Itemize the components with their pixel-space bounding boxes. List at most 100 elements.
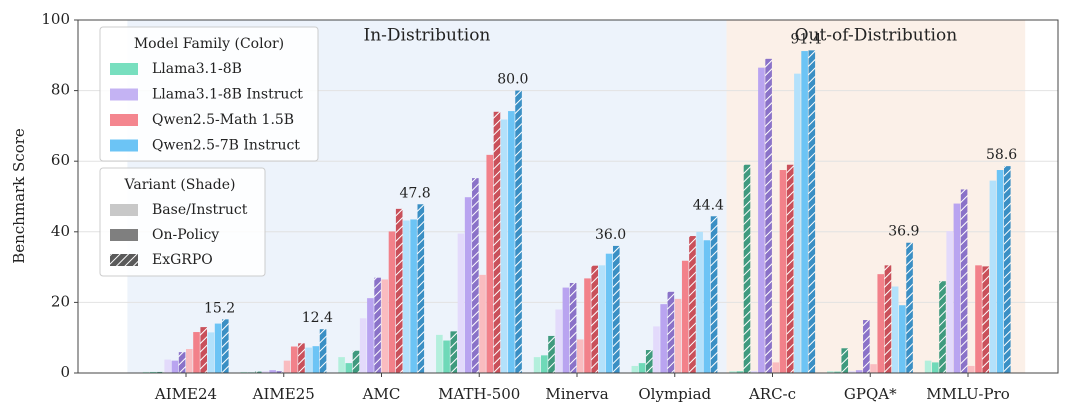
y-tick-label: 0 (60, 363, 70, 381)
bar (508, 111, 515, 373)
bar (150, 371, 157, 373)
value-label: 58.6 (986, 147, 1017, 163)
bar (801, 51, 808, 374)
bar (939, 281, 946, 373)
value-label: 80.0 (497, 72, 528, 88)
bar-layer (142, 50, 1011, 374)
bar (884, 265, 892, 373)
bar (464, 197, 472, 373)
legend-swatch (110, 204, 138, 216)
legend-label: Base/Instruct (152, 202, 248, 218)
bar (779, 170, 787, 373)
bar (772, 362, 780, 373)
value-label: 44.4 (693, 197, 724, 213)
bar (877, 274, 885, 373)
bar (367, 298, 374, 373)
legend-swatch (110, 254, 138, 266)
value-label: 91.4 (791, 31, 822, 47)
legend-label: Llama3.1-8B (152, 61, 242, 77)
y-tick-label: 40 (51, 222, 70, 240)
bar (743, 164, 751, 373)
bar (924, 360, 932, 373)
bar (207, 332, 215, 373)
bar (338, 357, 345, 373)
bar (359, 318, 367, 373)
bar (729, 371, 736, 373)
bar (996, 170, 1004, 373)
bar (591, 265, 598, 373)
bar (157, 371, 164, 373)
legend-swatch (110, 63, 138, 75)
bar (660, 304, 667, 373)
bar (982, 266, 989, 373)
bar (417, 204, 425, 373)
y-tick-label: 20 (51, 292, 70, 310)
bar (848, 371, 856, 373)
bar (193, 332, 200, 373)
legend-swatch (110, 114, 138, 126)
bar (696, 231, 703, 373)
bar (906, 242, 913, 373)
bar (500, 119, 508, 374)
bar (164, 359, 171, 373)
x-tick-label: MATH-500 (438, 385, 520, 403)
bar (515, 90, 522, 373)
y-tick-label: 100 (41, 10, 70, 28)
background-layer (127, 20, 1026, 373)
bar (786, 164, 794, 373)
plot-frame (77, 19, 1059, 374)
bar (548, 335, 555, 373)
bar (989, 180, 997, 373)
legend-box (99, 26, 319, 162)
bar (653, 326, 660, 373)
x-tick-label: MMLU-Pro (926, 385, 1010, 403)
value-label: 36.0 (595, 227, 626, 243)
bar (863, 320, 870, 373)
bar (710, 216, 718, 373)
y-tick-label: 60 (51, 151, 70, 169)
bar (584, 278, 591, 373)
bar (674, 298, 682, 373)
bar (374, 277, 381, 373)
bar (870, 364, 877, 373)
bar (533, 357, 541, 373)
x-tick-label: AIME25 (252, 385, 315, 403)
bar (827, 371, 834, 373)
bar (381, 279, 389, 373)
bar (750, 370, 758, 373)
bar (214, 323, 222, 373)
bar (765, 58, 772, 374)
bar (758, 67, 765, 373)
bar (443, 340, 450, 373)
bar (222, 319, 229, 373)
bar (312, 346, 320, 373)
bar (269, 370, 276, 373)
bar (834, 371, 841, 373)
y-axis-label: Benchmark Score (10, 128, 28, 264)
bar (493, 111, 501, 373)
value-label: 12.4 (302, 310, 333, 326)
bar (794, 73, 801, 373)
bar (703, 240, 711, 373)
bar (569, 282, 577, 373)
bar (975, 265, 982, 373)
bar (681, 260, 689, 373)
bar (450, 331, 458, 373)
x-tick-label: ARC-c (748, 385, 796, 403)
legend-label: Qwen2.5-Math 1.5B (152, 112, 294, 128)
legend-swatch (110, 139, 138, 152)
bar (345, 363, 353, 373)
bar (960, 189, 968, 373)
bar (645, 350, 653, 373)
bar (254, 371, 262, 373)
value-label: 36.9 (888, 224, 919, 240)
legend-label: ExGRPO (152, 252, 213, 268)
value-label: 15.2 (204, 300, 235, 316)
legend-title: Variant (Shade) (124, 177, 236, 193)
bar (598, 265, 606, 373)
region-label: Out-of-Distribution (795, 26, 958, 46)
bar (403, 220, 410, 373)
x-tick-label: GPQA* (844, 385, 897, 403)
bar (562, 287, 570, 373)
bar (479, 274, 486, 373)
